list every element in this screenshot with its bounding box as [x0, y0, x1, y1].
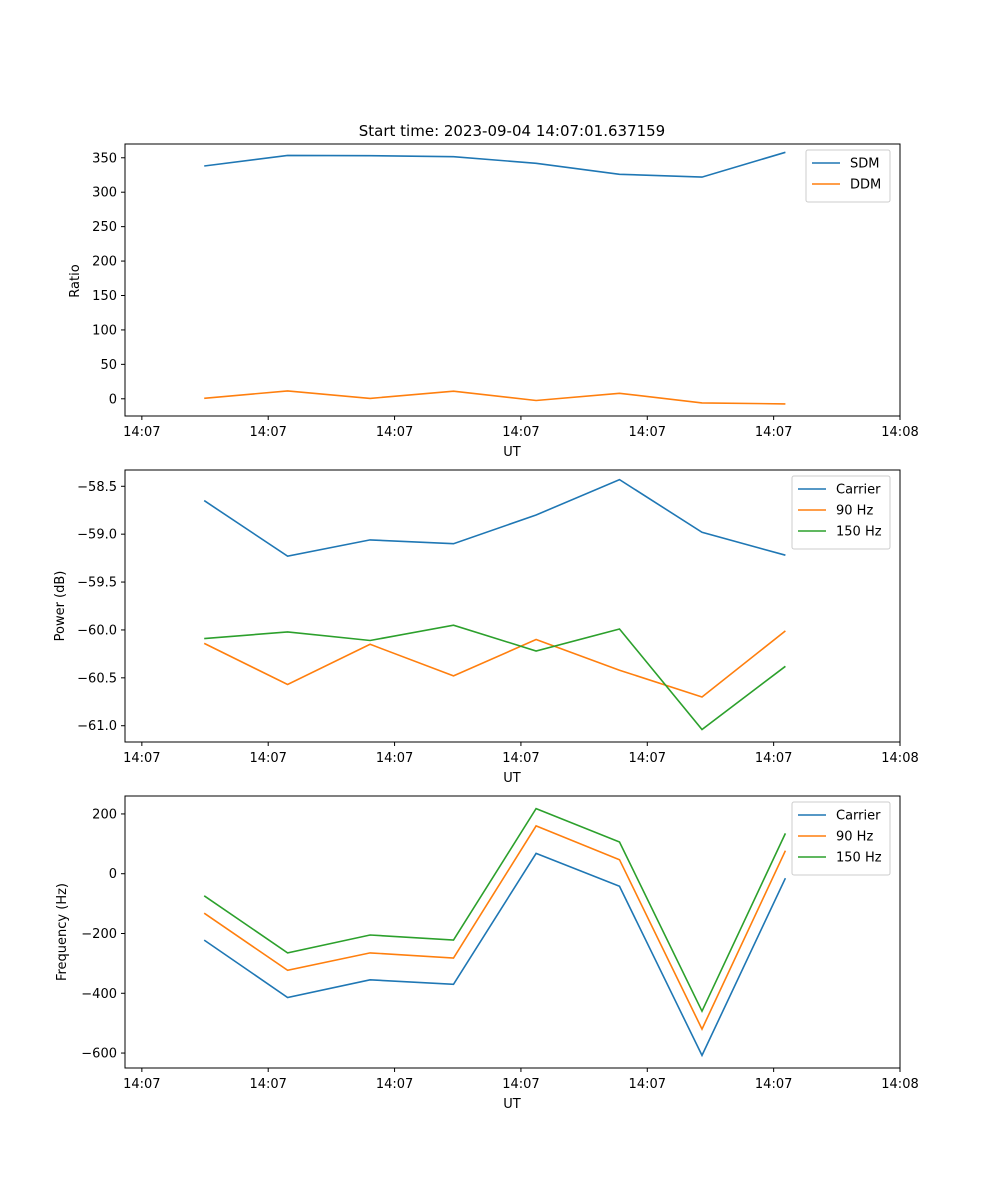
series-line-90-hz: [203, 630, 786, 698]
x-tick-label: 14:07: [629, 1077, 666, 1092]
y-tick-label: −61.0: [77, 719, 117, 734]
x-tick-label: 14:07: [123, 425, 160, 440]
x-tick-label: 14:07: [376, 751, 413, 766]
x-tick-label: 14:07: [502, 751, 539, 766]
y-tick-label: 200: [92, 255, 117, 270]
y-tick-label: −600: [81, 1047, 117, 1062]
legend-label: SDM: [850, 157, 879, 172]
x-tick-label: 14:07: [376, 425, 413, 440]
x-tick-label: 14:07: [123, 751, 160, 766]
y-tick-label: −60.5: [77, 671, 117, 686]
x-tick-label: 14:07: [502, 425, 539, 440]
y-axis-label: Ratio: [68, 264, 83, 297]
x-tick-label: 14:07: [249, 1077, 286, 1092]
x-tick-label: 14:07: [755, 751, 792, 766]
series-line-90-hz: [203, 824, 787, 1031]
power-panel: UT Power (dB) 14:07 14:07 14:07 14:07 14:07 1…: [53, 469, 919, 786]
x-tick-label: 14:08: [881, 751, 918, 766]
series-line-150-hz: [203, 807, 787, 1014]
y-tick-label: 300: [92, 186, 117, 201]
legend-label: Carrier: [836, 483, 881, 498]
x-tick-label: 14:07: [376, 1077, 413, 1092]
x-axis-label: UT: [503, 1097, 521, 1112]
x-tick-label: 14:08: [881, 1077, 918, 1092]
y-tick-label: 150: [92, 289, 117, 304]
x-tick-label: 14:07: [755, 1077, 792, 1092]
legend-label: 150 Hz: [836, 525, 882, 540]
y-tick-label: −59.0: [77, 528, 117, 543]
y-tick-label: −58.5: [77, 480, 117, 495]
y-tick-label: 100: [92, 323, 117, 338]
y-tick-label: 50: [100, 358, 117, 373]
y-tick-label: −200: [81, 927, 117, 942]
y-tick-label: 250: [92, 220, 117, 235]
y-tick-label: −400: [81, 987, 117, 1002]
series-line-carrier: [203, 852, 787, 1058]
y-tick-label: 0: [109, 392, 117, 407]
x-tick-label: 14:07: [249, 425, 286, 440]
legend-label: 150 Hz: [836, 851, 882, 866]
x-axis-label: UT: [503, 445, 521, 460]
series-line-150-hz: [204, 624, 786, 731]
legend-label: Carrier: [836, 809, 881, 824]
y-tick-label: 0: [109, 867, 117, 882]
plot-frame: [124, 795, 901, 1069]
series-line-carrier: [203, 478, 786, 558]
ratio-panel: Start time: 2023-09-04 14:07:01.637159 U…: [68, 122, 919, 460]
plot-frame: [124, 143, 901, 417]
y-tick-label: −60.0: [77, 623, 117, 638]
y-axis-label: Power (dB): [53, 571, 68, 642]
series-line-ddm: [204, 390, 786, 405]
y-axis-label: Frequency (Hz): [55, 883, 70, 981]
legend-label: 90 Hz: [836, 830, 873, 845]
y-tick-label: 350: [92, 151, 117, 166]
x-tick-label: 14:07: [123, 1077, 160, 1092]
x-tick-label: 14:07: [629, 425, 666, 440]
legend-label: 90 Hz: [836, 504, 873, 519]
x-tick-label: 14:07: [249, 751, 286, 766]
series-line-sdm: [204, 151, 786, 178]
x-tick-label: 14:07: [755, 425, 792, 440]
chart-title: Start time: 2023-09-04 14:07:01.637159: [359, 122, 665, 140]
x-tick-label: 14:07: [629, 751, 666, 766]
y-tick-label: −59.5: [77, 576, 117, 591]
legend-label: DDM: [850, 178, 881, 193]
x-tick-label: 14:08: [881, 425, 918, 440]
x-tick-label: 14:07: [502, 1077, 539, 1092]
x-axis-label: UT: [503, 771, 521, 786]
frequency-panel: UT Frequency (Hz) 14:07 14:07 14:07 14:07 14…: [55, 795, 919, 1112]
plot-frame: [124, 469, 901, 743]
y-tick-label: 200: [92, 807, 117, 822]
